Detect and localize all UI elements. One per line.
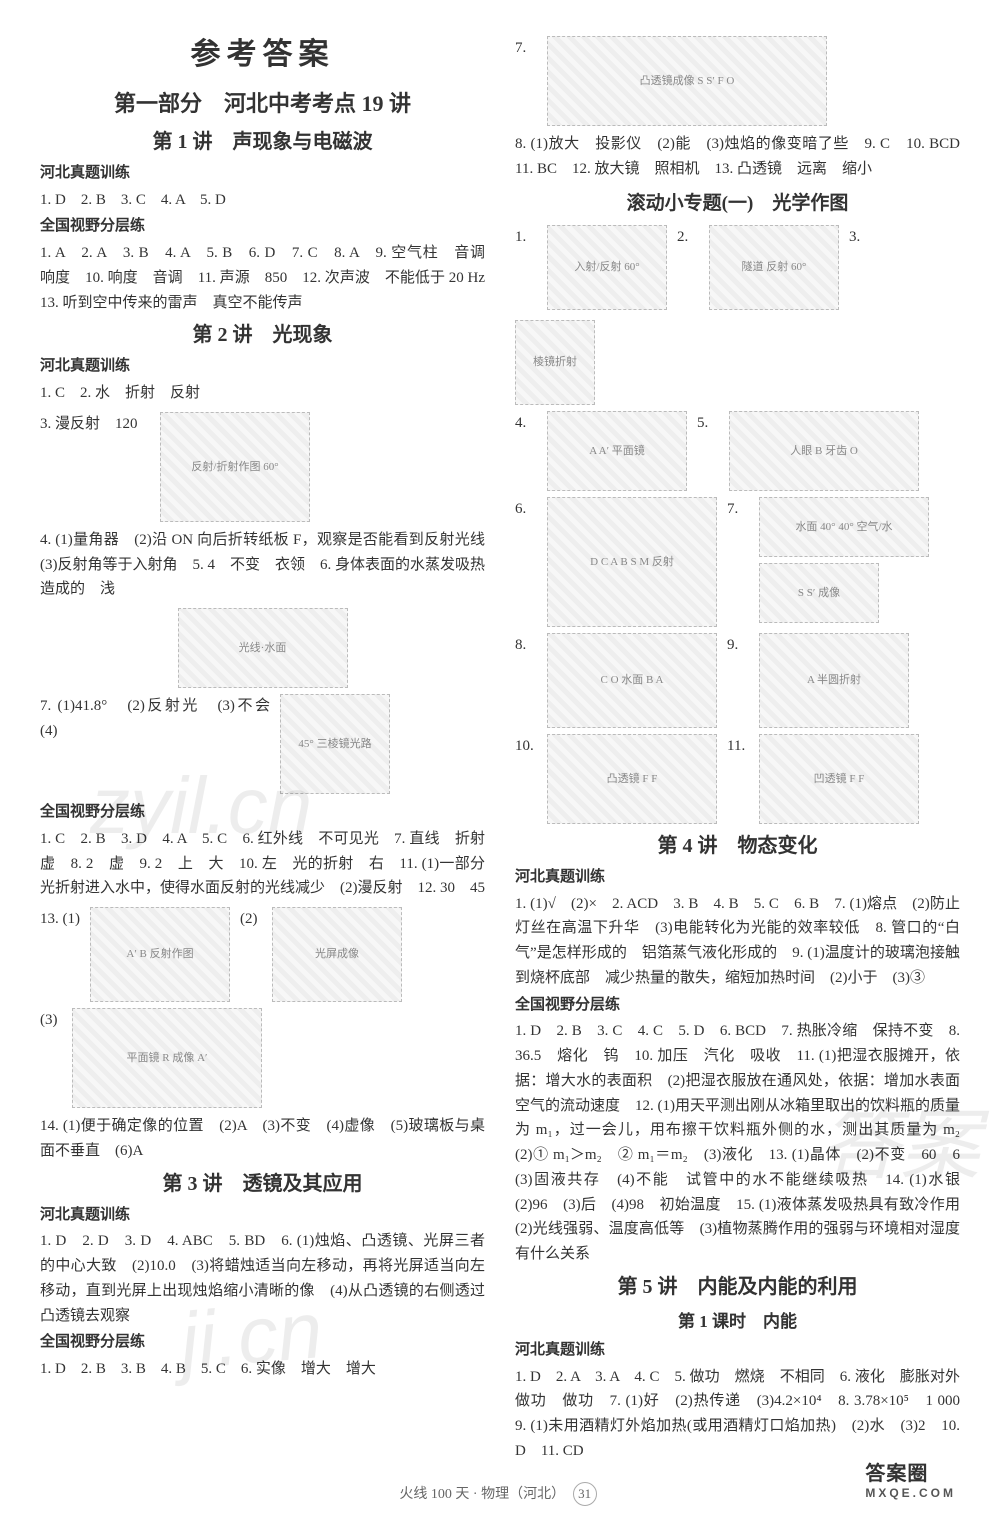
scroll-n3: 3. (849, 225, 871, 250)
lecture2-hebei-a: 1. C 2. 水 折射 反射 (40, 381, 485, 406)
scroll-diagram-1: 入射/反射 60° (547, 225, 667, 310)
scroll-diagram-4: A A′ 平面镜 (547, 411, 687, 491)
brand-url: MXQE.COM (865, 1486, 956, 1500)
scroll-row-2: 4. A A′ 平面镜 5. 人眼 B 牙齿 O (515, 411, 960, 491)
scroll-row-1: 1. 入射/反射 60° 2. 隧道 反射 60° 3. 棱镜折射 (515, 225, 960, 405)
scroll-diagram-7a: 水面 40° 40° 空气/水 (759, 497, 929, 557)
lecture3-title: 第 3 讲 透镜及其应用 (40, 1168, 485, 1201)
lecture3-national-label: 全国视野分层练 (40, 1330, 485, 1355)
lecture2-q13-label: 13. (1) (40, 907, 80, 932)
scroll-diagram-6: D C A B S M 反射 (547, 497, 717, 627)
lecture5-sub-title: 第 1 课时 内能 (515, 1308, 960, 1336)
lecture2-q13-3-label: (3) (40, 1008, 62, 1033)
part-title: 第一部分 河北中考考点 19 讲 (40, 86, 485, 122)
footer-text: 火线 100 天 · 物理（河北） (399, 1487, 565, 1502)
lecture2-diagram-q3: 反射/折射作图 60° (160, 412, 310, 522)
scroll-n2: 2. (677, 225, 699, 250)
page-root: zyil.cn 答案 ji.cn 参考答案 第一部分 河北中考考点 19 讲 第… (0, 0, 1000, 1526)
lecture4-title: 第 4 讲 物态变化 (515, 830, 960, 863)
scroll-diagram-11: 凹透镜 F F (759, 734, 919, 824)
brand-name: 答案圈 (865, 1457, 956, 1486)
scroll-n9: 9. (727, 633, 749, 658)
lecture1-hebei-label: 河北真题训练 (40, 161, 485, 186)
scroll-diagram-5: 人眼 B 牙齿 O (729, 411, 919, 491)
lecture3-diagram-q7: 凸透镜成像 S S′ F O (547, 36, 827, 126)
right-column: 7. 凸透镜成像 S S′ F O 8. (1)放大 投影仪 (2)能 (3)烛… (515, 30, 960, 1464)
scroll-n1: 1. (515, 225, 537, 250)
lecture4-hebei-label: 河北真题训练 (515, 865, 960, 890)
lecture2-q13-row2: (3) 平面镜 R 成像 A′ (40, 1008, 485, 1108)
lecture3-q7-num: 7. (515, 36, 537, 61)
page-footer: 火线 100 天 · 物理（河北） 31 (40, 1482, 960, 1506)
lecture2-diagram-q7: 45° 三棱镜光路 (280, 694, 390, 794)
lecture4-hebei-answers: 1. (1)√ (2)× 2. ACD 3. B 4. B 5. C 6. B … (515, 892, 960, 991)
lecture1-national-label: 全国视野分层练 (40, 214, 485, 239)
scroll-diagram-8: C O 水面 B A (547, 633, 717, 728)
brand-block: 答案圈 MXQE.COM (865, 1457, 956, 1500)
lecture5-title: 第 5 讲 内能及内能的利用 (515, 1271, 960, 1304)
lecture2-diagram-q6: 光线·水面 (178, 608, 348, 688)
scroll-n8: 8. (515, 633, 537, 658)
scroll-row-3: 6. D C A B S M 反射 7. 水面 40° 40° 空气/水 S S… (515, 497, 960, 627)
lecture2-hebei-b: 3. 漫反射 120 (40, 412, 150, 437)
lecture2-q7-row: 7. (1)41.8° (2)反射光 (3)不会 (4) 45° 三棱镜光路 (40, 694, 485, 794)
lecture2-diagram-13a: A′ B 反射作图 (90, 907, 230, 1002)
lecture1-hebei-answers: 1. D 2. B 3. C 4. A 5. D (40, 188, 485, 213)
two-column-layout: 参考答案 第一部分 河北中考考点 19 讲 第 1 讲 声现象与电磁波 河北真题… (40, 30, 960, 1464)
lecture2-national-a: 1. C 2. B 3. D 4. A 5. C 6. 红外线 不可见光 7. … (40, 827, 485, 901)
lecture2-national-label: 全国视野分层练 (40, 800, 485, 825)
scroll-diagram-9: A 半圆折射 (759, 633, 909, 728)
lecture2-hebei-d: 7. (1)41.8° (2)反射光 (3)不会 (4) (40, 694, 270, 744)
lecture5-hebei-label: 河北真题训练 (515, 1338, 960, 1363)
lecture2-q3-row: 3. 漫反射 120 反射/折射作图 60° (40, 412, 485, 522)
main-title: 参考答案 (40, 30, 485, 80)
lecture3-q7-row: 7. 凸透镜成像 S S′ F O (515, 36, 960, 126)
footer-page-number: 31 (573, 1482, 597, 1506)
lecture2-q13-2-label: (2) (240, 907, 262, 932)
left-column: 参考答案 第一部分 河北中考考点 19 讲 第 1 讲 声现象与电磁波 河北真题… (40, 30, 485, 1464)
scroll-row-5: 10. 凸透镜 F F 11. 凹透镜 F F (515, 734, 960, 824)
scroll-diagram-2: 隧道 反射 60° (709, 225, 839, 310)
lecture2-national-b: 14. (1)便于确定像的位置 (2)A (3)不变 (4)虚像 (5)玻璃板与… (40, 1114, 485, 1164)
scroll-n11: 11. (727, 734, 749, 759)
scroll-row-4: 8. C O 水面 B A 9. A 半圆折射 (515, 633, 960, 728)
lecture3-hebei-label: 河北真题训练 (40, 1203, 485, 1228)
lecture5-hebei-answers: 1. D 2. A 3. A 4. C 5. 做功 燃烧 不相同 6. 液化 膨… (515, 1365, 960, 1464)
lecture3-national-right: 8. (1)放大 投影仪 (2)能 (3)烛焰的像变暗了些 9. C 10. B… (515, 132, 960, 182)
scroll-n6: 6. (515, 497, 537, 522)
scroll-n4: 4. (515, 411, 537, 436)
lecture2-diagram-13c: 平面镜 R 成像 A′ (72, 1008, 262, 1108)
scroll-n5: 5. (697, 411, 719, 436)
lecture2-hebei-c: 4. (1)量角器 (2)沿 ON 向后折转纸板 F，观察是否能看到反射光线 (… (40, 528, 485, 602)
scroll-topic-title: 滚动小专题(一) 光学作图 (515, 188, 960, 219)
lecture4-national-label: 全国视野分层练 (515, 993, 960, 1018)
lecture1-title: 第 1 讲 声现象与电磁波 (40, 126, 485, 159)
lecture3-national-left: 1. D 2. B 3. B 4. B 5. C 6. 实像 增大 增大 (40, 1357, 485, 1382)
lecture4-national-answers: 1. D 2. B 3. C 4. C 5. D 6. BCD 7. 热胀冷缩 … (515, 1019, 960, 1267)
lecture2-q13-row1: 13. (1) A′ B 反射作图 (2) 光屏成像 (40, 907, 485, 1002)
scroll-n7: 7. (727, 497, 749, 522)
lecture2-q6-row: 光线·水面 (40, 608, 485, 688)
scroll-n10: 10. (515, 734, 537, 759)
lecture2-hebei-label: 河北真题训练 (40, 354, 485, 379)
scroll-diagram-7b: S S′ 成像 (759, 563, 879, 623)
scroll-diagram-10: 凸透镜 F F (547, 734, 717, 824)
lecture2-diagram-13b: 光屏成像 (272, 907, 402, 1002)
lecture3-hebei-answers: 1. D 2. D 3. D 4. ABC 5. BD 6. (1)烛焰、凸透镜… (40, 1229, 485, 1328)
scroll-7-stack: 水面 40° 40° 空气/水 S S′ 成像 (759, 497, 929, 623)
scroll-diagram-3: 棱镜折射 (515, 320, 595, 405)
lecture2-title: 第 2 讲 光现象 (40, 319, 485, 352)
lecture1-national-answers: 1. A 2. A 3. B 4. A 5. B 6. D 7. C 8. A … (40, 241, 485, 315)
